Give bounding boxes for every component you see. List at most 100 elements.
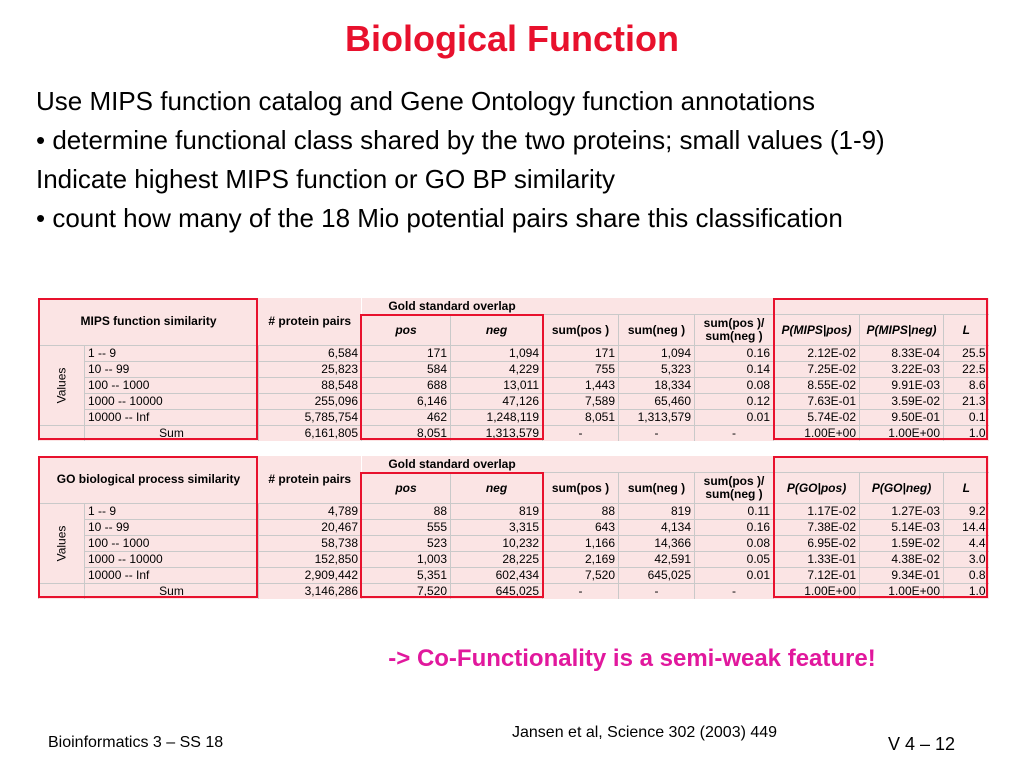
sum-label: Sum	[84, 425, 259, 441]
footer-page-number: V 4 – 12	[888, 734, 956, 754]
pairs-cell: 255,096	[258, 393, 362, 410]
sum-neg-cell: 18,334	[618, 377, 695, 394]
footer-course: Bioinformatics 3 – SS 18	[48, 734, 224, 751]
pos-cell: 584	[361, 361, 451, 378]
table-row: Values 1 -- 9 6,584 171 1,094 171 1,094 0.16 2.1…	[38, 345, 989, 426]
header-l: L	[943, 314, 989, 346]
sum-row: Sum 6,161,805 8,051 1,313,579- - -1.00E+00 1.0…	[38, 425, 989, 441]
neg-cell: 13,011	[449, 377, 543, 394]
p-neg-cell: 9.34E-01	[859, 567, 944, 584]
sum-neg-cell: -	[618, 425, 695, 441]
header-ratio-bottom: sum(neg )	[705, 329, 763, 343]
pairs-cell: 20,467	[258, 519, 362, 536]
pairs-cell: 4,789	[258, 503, 362, 520]
ratio-cell: -	[694, 425, 774, 441]
sum-neg-cell: 42,591	[618, 551, 695, 568]
pos-cell: 5,351	[361, 567, 451, 584]
sum-neg-cell: -	[618, 583, 695, 599]
sum-pos-cell: 7,520	[542, 567, 619, 584]
l-cell: 1.0	[943, 583, 989, 599]
table-row: 100 -- 1000 58,738 523 10,232 1,166 14,366 0.0…	[39, 535, 989, 552]
sum-neg-cell: 645,025	[618, 567, 695, 584]
p-pos-cell: 7.63E-01	[773, 393, 860, 410]
table-row: 1000 -- 10000 152,850 1,003 28,225 2,169 42,5…	[39, 551, 989, 568]
p-neg-cell: 3.59E-02	[859, 393, 944, 410]
footer-citation: Jansen et al, Science 302 (2003) 449	[512, 724, 778, 741]
sum-neg-cell: 1,094	[618, 345, 695, 362]
sum-neg-cell: 4,134	[618, 519, 695, 536]
pos-cell: 7,520	[361, 583, 451, 599]
l-cell: 0.1	[943, 409, 989, 426]
pos-cell: 171	[361, 345, 451, 362]
header-sum-neg: sum(neg )	[618, 314, 695, 346]
pairs-cell: 5,785,754	[258, 409, 362, 426]
mips-similarity-table-wrapper: MIPS function similarity # protein pairs G…	[38, 298, 989, 441]
sum-pos-cell: -	[542, 425, 619, 441]
pairs-cell: 152,850	[258, 551, 362, 568]
sum-pos-cell: 643	[542, 519, 619, 536]
neg-cell: 1,313,579	[449, 425, 543, 441]
p-neg-cell: 8.33E-04	[859, 345, 944, 362]
range-cell: 1000 -- 10000	[84, 393, 259, 410]
row-axis-label: Values	[38, 503, 85, 584]
header-p-neg: P(MIPS|neg)	[859, 314, 944, 346]
highlight-box-pos-neg	[360, 314, 544, 440]
range-cell: 1 -- 9	[84, 503, 259, 520]
sum-pos-cell: 88	[542, 503, 619, 520]
header-ratio-top: sum(pos )/	[703, 474, 765, 488]
p-neg-cell: 5.14E-03	[859, 519, 944, 536]
sum-neg-cell: 65,460	[618, 393, 695, 410]
pos-cell: 8,051	[361, 425, 451, 441]
ratio-cell: 0.05	[694, 551, 774, 568]
pos-cell: 688	[361, 377, 451, 394]
range-cell: 1 -- 9	[84, 345, 259, 362]
ratio-cell: 0.11	[694, 503, 774, 520]
table-row: 10 -- 99 20,467 555 3,315 643 4,134 0.16 7.38E-…	[39, 519, 989, 536]
sum-pos-cell: -	[542, 583, 619, 599]
l-cell: 0.8	[943, 567, 989, 584]
l-cell: 3.0	[943, 551, 989, 568]
p-neg-cell: 1.27E-03	[859, 503, 944, 520]
neg-cell: 1,248,119	[449, 409, 543, 426]
p-neg-cell: 4.38E-02	[859, 551, 944, 568]
p-neg-cell: 9.91E-03	[859, 377, 944, 394]
ratio-cell: 0.12	[694, 393, 774, 410]
range-cell: 10 -- 99	[84, 519, 259, 536]
table-row: 100 -- 1000 88,548 688 13,011 1,443 18,334 0.0…	[39, 377, 989, 394]
pairs-cell: 2,909,442	[258, 567, 362, 584]
header-ratio-top: sum(pos )/	[703, 316, 765, 330]
conclusion-text: -> Co-Functionality is a semi-weak featu…	[388, 645, 876, 672]
l-cell: 9.2	[943, 503, 989, 520]
ratio-cell: 0.01	[694, 567, 774, 584]
table-name: MIPS function similarity	[38, 298, 259, 346]
p-pos-cell: 8.55E-02	[773, 377, 860, 394]
header-p-pos: P(GO|pos)	[773, 472, 860, 504]
table-row: 10000 -- Inf 2,909,442 5,351 602,434 7,520 64…	[39, 567, 989, 584]
ratio-cell: 0.14	[694, 361, 774, 378]
header-sum-neg: sum(neg )	[618, 472, 695, 504]
range-cell: 10 -- 99	[84, 361, 259, 378]
range-cell: 1000 -- 10000	[84, 551, 259, 568]
neg-cell: 47,126	[449, 393, 543, 410]
p-neg-cell: 3.22E-03	[859, 361, 944, 378]
neg-cell: 10,232	[449, 535, 543, 552]
sum-pos-cell: 2,169	[542, 551, 619, 568]
l-cell: 4.4	[943, 535, 989, 552]
p-neg-cell: 1.00E+00	[859, 583, 944, 599]
p-neg-cell: 1.59E-02	[859, 535, 944, 552]
pos-cell: 523	[361, 535, 451, 552]
ratio-cell: -	[694, 583, 774, 599]
l-cell: 1.0	[943, 425, 989, 441]
sum-pos-cell: 8,051	[542, 409, 619, 426]
bullet-line: Indicate highest MIPS function or GO BP …	[36, 164, 615, 194]
p-neg-cell: 9.50E-01	[859, 409, 944, 426]
header-l: L	[943, 472, 989, 504]
sum-neg-cell: 819	[618, 503, 695, 520]
range-cell: 10000 -- Inf	[84, 409, 259, 426]
table-row: Values 1 -- 9 4,789 88 819 88 819 0.11 1.17E-02 1…	[38, 503, 989, 584]
neg-cell: 819	[449, 503, 543, 520]
sum-label: Sum	[84, 583, 259, 599]
neg-cell: 602,434	[449, 567, 543, 584]
gold-standard-label: Gold standard overlap	[361, 456, 543, 473]
ratio-cell: 0.08	[694, 535, 774, 552]
